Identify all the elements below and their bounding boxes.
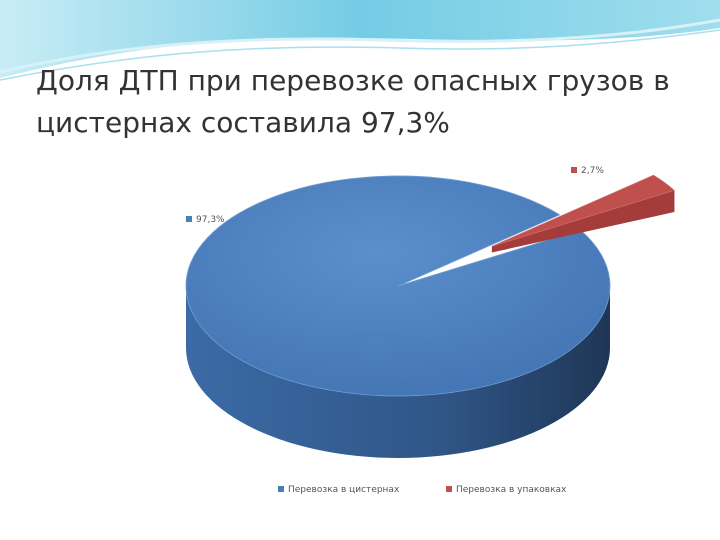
data-label-package-text: 2,7% <box>581 166 604 176</box>
pie-slice-tank-side <box>186 286 610 458</box>
header-wave-line <box>0 29 720 81</box>
slide-title: Доля ДТП при перевозке опасных грузов в … <box>36 64 670 139</box>
pie-slice-tank <box>185 175 611 458</box>
chart-legend: Перевозка в цистернах Перевозка в упаковк… <box>278 485 567 495</box>
data-label-tank-swatch <box>186 216 192 222</box>
data-label-tank: 97,3% <box>186 215 225 225</box>
legend-label: Перевозка в упаковках <box>456 485 567 495</box>
data-label-package: 2,7% <box>571 166 604 176</box>
legend-swatch <box>278 486 284 492</box>
header-wave <box>0 0 720 78</box>
pie-slice-package <box>491 174 675 253</box>
legend-item-0: Перевозка в цистернах <box>278 485 400 495</box>
pie-slice-package-inner <box>491 190 675 253</box>
data-label-tank-text: 97,3% <box>196 215 225 225</box>
legend-swatch <box>446 486 452 492</box>
legend-item-1: Перевозка в упаковках <box>446 485 567 495</box>
legend-label: Перевозка в цистернах <box>288 485 400 495</box>
pie-slice-package-top <box>491 174 675 247</box>
pie-slice-tank-top <box>185 175 611 397</box>
header-wave-light <box>0 18 720 74</box>
data-label-package-swatch <box>571 167 577 173</box>
